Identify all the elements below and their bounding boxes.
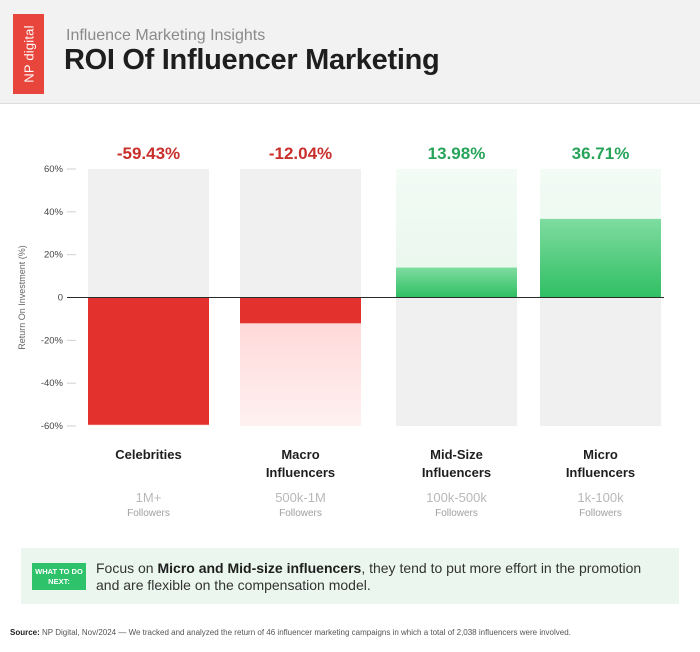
logo-text: NP digital [21, 25, 36, 83]
bar-value [88, 297, 209, 425]
follower-tier: 500k-1M [275, 490, 326, 505]
category-label-line2: Influencers [266, 465, 335, 480]
y-tick-label: 20% [44, 250, 64, 261]
callout-text-end: , they tend to put more effort in the pr… [96, 560, 642, 593]
follower-tier: 1k-100k [577, 490, 624, 505]
bar-value [240, 297, 361, 324]
follower-tier: 100k-500k [426, 490, 487, 505]
bar-value [540, 218, 661, 298]
bar-value [396, 267, 517, 298]
y-tick-label: -40% [41, 378, 64, 389]
category-label-line2: Influencers [566, 465, 635, 480]
y-tick-label: -60% [41, 421, 64, 432]
category-label: Macro [281, 447, 319, 462]
bar-background-upper [240, 169, 361, 298]
page-title: ROI Of Influencer Marketing [64, 44, 440, 76]
y-tick-label: -20% [41, 335, 64, 346]
callout-text: Focus on Micro and Mid-size influencers,… [96, 560, 666, 594]
source-note: Source: NP Digital, Nov/2024 — We tracke… [10, 628, 670, 637]
callout-text-start: Focus on [96, 560, 158, 576]
category-label-line2: Influencers [422, 465, 491, 480]
follower-unit: Followers [579, 508, 622, 519]
bar-value-label: -59.43% [117, 144, 180, 163]
bar-background-upper [88, 169, 209, 298]
follower-unit: Followers [435, 508, 478, 519]
category-label: Mid-Size [430, 447, 483, 462]
follower-unit: Followers [279, 508, 322, 519]
source-label: Source: [10, 628, 40, 637]
source-text: NP Digital, Nov/2024 — We tracked and an… [39, 628, 571, 637]
bar-background-lower [396, 297, 517, 426]
page-kicker: Influence Marketing Insights [66, 27, 266, 44]
y-axis-label: Return On Investment (%) [17, 245, 27, 350]
y-tick-label: 40% [44, 207, 64, 218]
what-to-do-next-callout: WHAT TO DO NEXT: Focus on Micro and Mid-… [21, 548, 679, 604]
callout-text-bold: Micro and Mid-size influencers [157, 560, 362, 576]
category-label: Celebrities [115, 447, 181, 462]
bar-background-lower [540, 297, 661, 426]
follower-tier: 1M+ [136, 490, 162, 505]
follower-unit: Followers [127, 508, 170, 519]
bar-value-label: 36.71% [572, 144, 630, 163]
y-tick-label: 60% [44, 164, 64, 175]
category-label: Micro [583, 447, 618, 462]
bar-value-label: 13.98% [428, 144, 486, 163]
what-to-do-next-tag: WHAT TO DO NEXT: [32, 563, 86, 590]
bar-value-label: -12.04% [269, 144, 332, 163]
header: NP digital Influence Marketing Insights … [0, 0, 700, 104]
np-digital-logo: NP digital [13, 14, 44, 94]
y-tick-label: 0 [58, 293, 63, 304]
roi-bar-chart: Return On Investment (%) 60% 40% 20% 0 -20% -4… [17, 144, 664, 519]
